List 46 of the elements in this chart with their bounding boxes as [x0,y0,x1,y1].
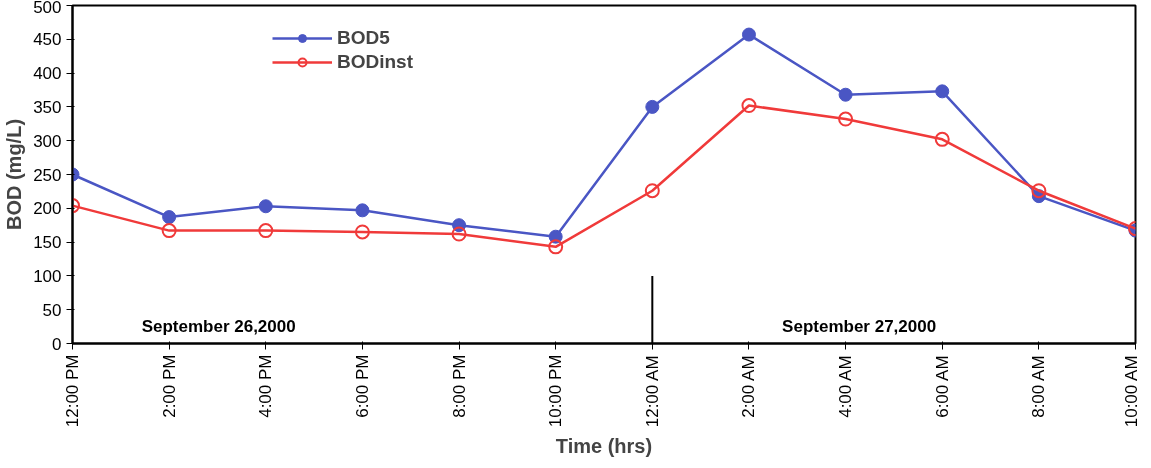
annotation: September 26,2000 [141,317,296,337]
point [644,183,660,199]
point [354,224,370,240]
y-tick-label: 250 [33,165,62,185]
point [162,210,177,225]
y-tick-label: 500 [33,0,62,17]
y-tick-label: 50 [42,300,62,320]
point [258,199,273,214]
x-tick-label: 4:00 PM [256,354,276,418]
y-tick-label: 350 [33,97,62,117]
y-tick-label: 400 [33,64,62,84]
x-tick-label: 10:00 AM [1121,355,1141,428]
point [1031,183,1047,199]
x-tick-label: 6:00 PM [352,354,372,418]
point [451,226,467,242]
point [935,84,950,99]
annotation: September 27,2000 [782,317,937,337]
x-tick-label: 6:00 AM [932,355,952,418]
point [161,223,177,239]
point [258,223,274,239]
point [838,87,853,102]
point [838,111,854,127]
point [548,239,564,255]
point [741,27,756,42]
legend-label: BOD5 [337,27,390,49]
x-tick-label: 12:00 AM [642,355,662,428]
x-tick-label: 2:00 PM [159,354,179,418]
legend-label: BODinst [337,51,413,73]
y-tick-label: 100 [33,266,62,286]
x-tick-label: 8:00 AM [1029,355,1049,418]
x-tick-label: 4:00 AM [836,355,856,418]
point [934,131,950,147]
point [741,98,757,114]
x-tick-label: 12:00 PM [63,354,82,428]
point [645,99,660,114]
x-tick-label: 10:00 PM [546,354,566,428]
x-tick-label: 2:00 AM [739,355,759,418]
x-axis-title: Time (hrs) [555,435,653,458]
y-tick-label: 0 [52,334,62,354]
y-tick-label: 450 [33,30,62,50]
point [355,203,370,218]
x-tick-label: 8:00 PM [449,354,469,418]
y-tick-label: 200 [33,199,62,219]
y-axis-title: BOD (mg/L) [3,118,26,231]
y-tick-label: 150 [33,233,62,253]
y-tick-label: 300 [33,131,62,151]
